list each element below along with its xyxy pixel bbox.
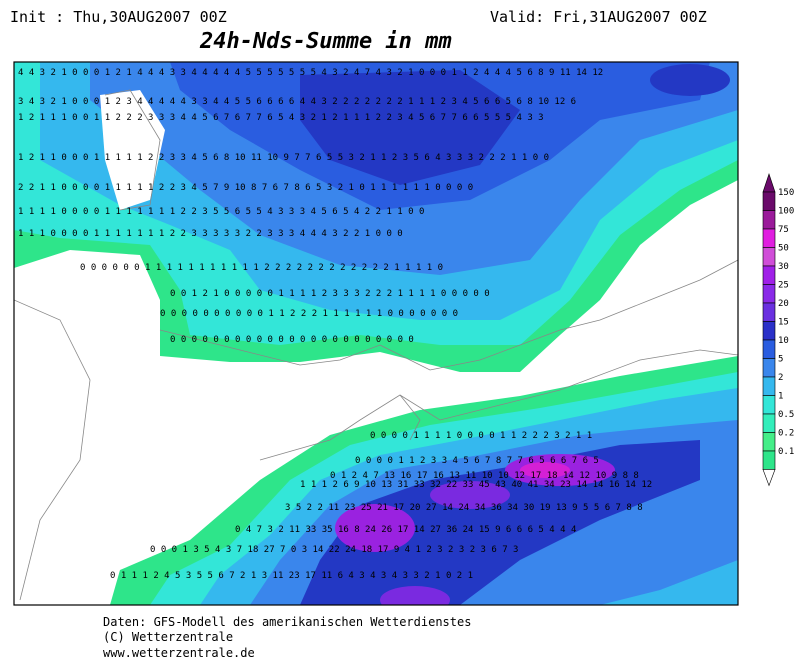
footer-url: www.wetterzentrale.de (103, 646, 255, 660)
legend-swatch (762, 247, 776, 267)
map-title: 24h-Nds-Summe in mm (199, 29, 452, 54)
value-row: 0 4 7 3 2 11 33 35 16 8 24 26 17 14 27 3… (235, 525, 576, 535)
value-row: 3 5 2 2 11 23 25 21 17 20 27 14 24 34 36… (285, 503, 643, 513)
value-row: 0 1 2 4 7 13 16 17 16 13 11 10 10 12 17 … (330, 471, 639, 481)
legend-label: 0.5 (778, 410, 794, 420)
value-row: 0 0 0 0 0 0 0 0 0 0 0 0 0 0 0 0 0 0 0 0 … (170, 335, 414, 345)
value-row: 2 2 1 1 0 0 0 0 1 1 1 1 1 2 2 3 4 5 7 9 … (18, 183, 473, 193)
value-row: 1 2 1 1 1 0 0 1 1 2 2 2 3 3 3 4 4 5 6 7 … (18, 113, 544, 123)
footer-source: Daten: GFS-Modell des amerikanischen Wet… (103, 615, 471, 629)
map-values: 4 4 3 2 1 0 0 0 1 2 1 4 4 4 3 3 4 4 4 4 … (18, 68, 652, 581)
legend-label: 0.2 (778, 429, 794, 439)
map-area (14, 62, 738, 605)
value-row: 1 2 1 1 0 0 0 1 1 1 1 1 2 2 3 3 4 5 6 8 … (18, 153, 549, 163)
value-row: 4 4 3 2 1 0 0 0 1 2 1 4 4 4 3 3 4 4 4 4 … (18, 68, 603, 78)
legend-swatch (762, 450, 776, 470)
valid-time: Valid: Fri,31AUG2007 00Z (490, 8, 707, 26)
value-row: 0 1 1 1 2 4 5 3 5 5 6 7 2 1 3 11 23 17 1… (110, 571, 473, 581)
value-row: 0 0 0 1 3 5 4 3 7 18 27 7 0 3 14 22 24 1… (150, 545, 518, 555)
legend-cap (762, 469, 776, 487)
legend-label: 50 (778, 244, 789, 254)
legend-swatch (762, 395, 776, 415)
legend-label: 150 (778, 188, 794, 198)
value-row: 0 0 0 0 0 0 1 1 1 1 1 1 1 1 1 1 1 2 2 2 … (80, 263, 443, 273)
legend-swatch (762, 302, 776, 322)
legend-cap (762, 173, 776, 193)
legend-label: 20 (778, 299, 789, 309)
value-row: 1 1 1 1 0 0 0 0 1 1 1 1 1 1 1 2 2 3 5 5 … (18, 207, 424, 217)
legend-swatch (762, 265, 776, 285)
legend-swatch (762, 321, 776, 341)
legend-label: 100 (778, 207, 794, 217)
legend-label: 15 (778, 318, 789, 328)
legend-label: 30 (778, 262, 789, 272)
legend-label: 75 (778, 225, 789, 235)
legend-swatch (762, 376, 776, 396)
value-row: 3 4 3 2 1 0 0 0 1 2 3 4 4 4 4 4 3 3 4 4 … (18, 97, 576, 107)
value-row: 0 0 0 0 0 0 0 0 0 0 1 1 2 2 2 1 1 1 1 1 … (160, 309, 458, 319)
footer-copyright: (C) Wetterzentrale (103, 630, 233, 644)
legend-swatch (762, 210, 776, 230)
legend-label: 2 (778, 373, 783, 383)
legend-label: 10 (778, 336, 789, 346)
legend-swatch (762, 358, 776, 378)
value-row: 0 0 0 0 1 1 2 3 3 4 5 6 7 8 7 7 6 5 6 6 … (355, 456, 599, 466)
value-row: 1 1 1 0 0 0 0 1 1 1 1 1 1 1 2 2 3 3 3 3 … (18, 229, 403, 239)
legend-swatch (762, 339, 776, 359)
legend-swatch (762, 413, 776, 433)
legend-swatch (762, 228, 776, 248)
init-time: Init : Thu,30AUG2007 00Z (10, 8, 227, 26)
legend-label: 1 (778, 392, 783, 402)
map-frame (13, 61, 739, 606)
legend-label: 25 (778, 281, 789, 291)
legend-label: 0.1 (778, 447, 794, 457)
value-row: 0 0 0 0 1 1 1 1 0 0 0 0 1 1 2 2 2 3 2 1 … (370, 431, 592, 441)
legend-swatch (762, 284, 776, 304)
legend-swatch (762, 191, 776, 211)
legend: 150 100 75 50 30 25 20 15 10 5 2 1 0.5 0.2 0.1 (762, 173, 794, 487)
legend-swatch (762, 432, 776, 452)
value-row: 1 1 1 2 6 9 10 13 31 33 32 22 33 45 43 4… (300, 480, 652, 490)
legend-label: 5 (778, 355, 783, 365)
value-row: 0 0 1 2 1 0 0 0 0 0 1 1 1 1 2 3 3 3 2 2 … (170, 289, 490, 299)
